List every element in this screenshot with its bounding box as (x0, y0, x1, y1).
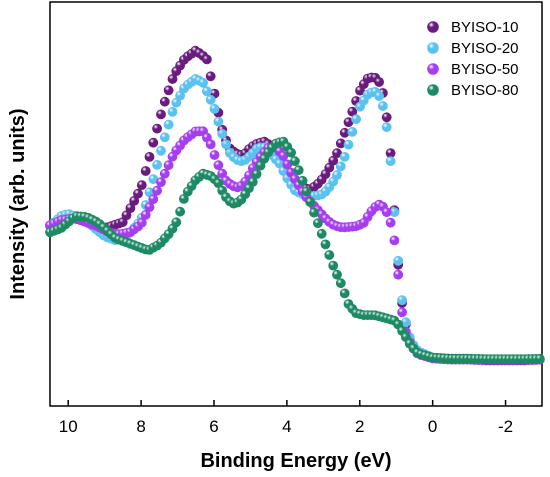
data-point (159, 132, 170, 143)
data-point (133, 188, 143, 199)
data-point (156, 177, 166, 188)
legend: BYISO-10 BYISO-20 BYISO-50 BYISO-80 (427, 19, 519, 99)
data-point (332, 170, 342, 181)
data-point (247, 176, 258, 187)
data-point (339, 288, 350, 299)
data-point (140, 166, 151, 176)
data-point (312, 218, 323, 229)
data-point (144, 151, 155, 162)
data-point (385, 217, 396, 228)
data-point (305, 197, 316, 207)
data-point (320, 239, 331, 250)
legend-label: BYISO-10 (451, 19, 519, 36)
data-point (205, 71, 216, 82)
data-point (374, 77, 384, 87)
legend-marker (427, 84, 439, 96)
data-point (385, 156, 396, 167)
data-point (201, 54, 212, 65)
data-point (167, 107, 178, 117)
data-point (144, 202, 155, 213)
x-axis-title: Binding Energy (eV) (200, 450, 391, 472)
data-point (351, 114, 361, 125)
data-point (136, 217, 147, 228)
data-point (209, 150, 220, 160)
x-tick-label: 4 (282, 417, 291, 436)
data-point (217, 128, 228, 139)
x-tick-label: 10 (59, 417, 78, 436)
data-point (347, 126, 358, 137)
legend-marker (427, 21, 439, 33)
data-point (156, 145, 166, 156)
data-point (297, 175, 308, 186)
data-point (136, 180, 147, 190)
x-tick-label: 8 (136, 417, 145, 436)
data-point (293, 165, 304, 176)
data-point (324, 250, 335, 260)
data-point (209, 104, 220, 114)
data-point (152, 185, 162, 196)
data-point (159, 96, 170, 107)
data-point (205, 139, 216, 150)
data-point (332, 269, 342, 280)
data-point (163, 119, 174, 130)
data-point (163, 160, 174, 171)
data-point (393, 269, 404, 280)
series-layer (45, 45, 545, 366)
data-point (316, 228, 327, 239)
data-point (213, 116, 224, 127)
x-ticks: 10 8 6 4 2 0 -2 (59, 400, 513, 436)
x-tick-label: 6 (209, 417, 218, 436)
data-point (198, 77, 208, 88)
data-point (289, 156, 300, 167)
legend-marker (427, 63, 439, 75)
legend-label: BYISO-20 (451, 40, 519, 57)
data-point (148, 194, 159, 205)
data-point (339, 151, 350, 162)
data-point (381, 112, 392, 123)
data-point (251, 169, 262, 179)
data-point (335, 161, 346, 172)
data-point (393, 255, 404, 266)
y-axis-title: Intensity (arb. units) (7, 108, 29, 299)
plot-frame (49, 1, 543, 407)
legend-marker (427, 42, 439, 54)
data-point (171, 217, 182, 228)
data-point (286, 147, 296, 158)
data-point (148, 137, 159, 148)
data-point (201, 86, 212, 97)
data-point (159, 168, 170, 179)
data-point (328, 260, 339, 271)
data-point (140, 209, 151, 220)
data-point (335, 278, 346, 289)
data-point (152, 123, 162, 134)
data-point (152, 159, 162, 170)
data-point (213, 160, 224, 171)
x-tick-label: 2 (355, 417, 364, 436)
x-tick-label: 0 (428, 417, 437, 436)
data-point (205, 94, 216, 105)
data-point (397, 307, 407, 318)
data-point (167, 74, 178, 84)
data-point (381, 122, 392, 133)
legend-label: BYISO-50 (451, 61, 519, 78)
data-point (534, 353, 545, 364)
data-point (377, 101, 388, 111)
data-point (381, 207, 392, 217)
data-point (221, 139, 231, 150)
legend-label: BYISO-80 (451, 82, 519, 99)
data-point (156, 109, 166, 120)
x-tick-label: -2 (498, 417, 513, 436)
data-point (175, 206, 185, 217)
data-point (397, 295, 407, 306)
data-point (389, 235, 400, 246)
data-point (301, 186, 312, 197)
data-point (163, 85, 174, 96)
series-byiso-80 (45, 136, 545, 364)
data-point (343, 139, 354, 150)
data-point (374, 91, 384, 101)
data-point (309, 207, 319, 218)
